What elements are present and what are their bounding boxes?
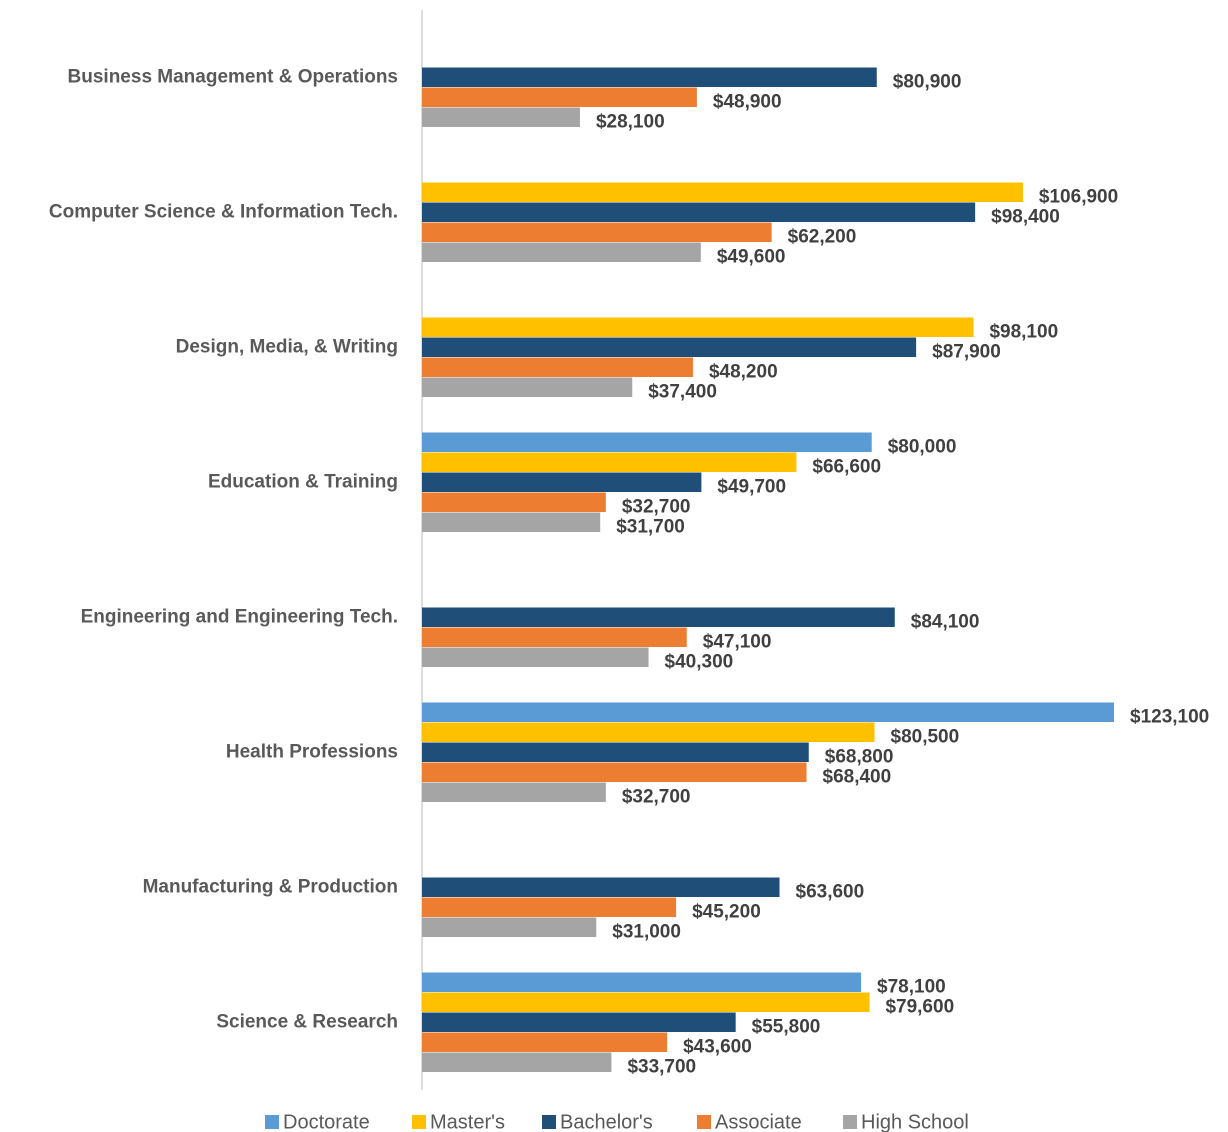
bar xyxy=(422,742,809,762)
bar xyxy=(422,782,606,802)
bar xyxy=(422,337,917,357)
bar xyxy=(422,1032,668,1052)
value-label: $49,600 xyxy=(717,246,786,267)
category-label: Manufacturing & Production xyxy=(143,877,398,898)
bar xyxy=(422,512,601,532)
value-label: $79,600 xyxy=(885,996,954,1017)
legend-label: High School xyxy=(861,1111,969,1132)
value-label: $33,700 xyxy=(627,1056,696,1077)
legend-swatch xyxy=(265,1115,279,1129)
bar xyxy=(422,647,649,667)
value-label: $78,100 xyxy=(877,976,946,997)
value-label: $40,300 xyxy=(665,651,734,672)
bar xyxy=(422,432,872,452)
bar xyxy=(422,202,976,222)
value-label: $62,200 xyxy=(788,226,857,247)
value-label: $55,800 xyxy=(752,1016,821,1037)
bar xyxy=(422,492,606,512)
legend-label: Doctorate xyxy=(283,1111,370,1132)
value-label: $123,100 xyxy=(1130,706,1209,727)
value-label: $48,900 xyxy=(713,91,782,112)
value-label: $48,200 xyxy=(709,361,778,382)
legend-label: Master's xyxy=(430,1111,505,1132)
legend-swatch xyxy=(412,1115,426,1129)
bar xyxy=(422,1052,612,1072)
value-label: $80,900 xyxy=(893,71,962,92)
bar xyxy=(422,1012,736,1032)
bar xyxy=(422,877,780,897)
legend-swatch xyxy=(697,1115,711,1129)
value-label: $84,100 xyxy=(911,611,980,632)
value-label: $31,700 xyxy=(616,516,685,537)
value-label: $80,500 xyxy=(891,726,960,747)
category-label: Business Management & Operations xyxy=(68,67,398,88)
bar xyxy=(422,762,807,782)
bar xyxy=(422,972,862,992)
bar xyxy=(422,452,797,472)
value-label: $68,400 xyxy=(823,766,892,787)
value-label: $47,100 xyxy=(703,631,772,652)
value-label: $45,200 xyxy=(692,901,761,922)
value-label: $98,100 xyxy=(989,321,1058,342)
category-label: Design, Media, & Writing xyxy=(176,337,398,358)
bar xyxy=(422,87,697,107)
category-label: Science & Research xyxy=(216,1012,398,1033)
bar xyxy=(422,107,580,127)
value-label: $106,900 xyxy=(1039,186,1118,207)
value-label: $87,900 xyxy=(932,341,1001,362)
bar xyxy=(422,472,702,492)
value-label: $32,700 xyxy=(622,496,691,517)
value-label: $49,700 xyxy=(717,476,786,497)
value-label: $63,600 xyxy=(796,881,865,902)
legend-label: Associate xyxy=(715,1111,802,1132)
value-label: $43,600 xyxy=(683,1036,752,1057)
bar xyxy=(422,317,974,337)
value-label: $98,400 xyxy=(991,206,1060,227)
bar xyxy=(422,607,895,627)
category-label: Education & Training xyxy=(208,472,398,493)
category-label: Computer Science & Information Tech. xyxy=(49,202,398,223)
bar xyxy=(422,67,877,87)
value-label: $80,000 xyxy=(888,436,957,457)
bar xyxy=(422,242,701,262)
bar xyxy=(422,897,677,917)
bar xyxy=(422,702,1114,722)
value-label: $68,800 xyxy=(825,746,894,767)
bar xyxy=(422,722,875,742)
bar xyxy=(422,377,633,397)
bar xyxy=(422,182,1023,202)
bar xyxy=(422,992,870,1012)
legend-swatch xyxy=(843,1115,857,1129)
legend-swatch xyxy=(542,1115,556,1129)
bar xyxy=(422,357,693,377)
legend-label: Bachelor's xyxy=(560,1111,653,1132)
value-label: $28,100 xyxy=(596,111,665,132)
value-label: $66,600 xyxy=(812,456,881,477)
bar xyxy=(422,627,687,647)
category-label: Health Professions xyxy=(226,742,398,763)
value-label: $31,000 xyxy=(612,921,681,942)
category-label: Engineering and Engineering Tech. xyxy=(81,607,398,628)
value-label: $37,400 xyxy=(648,381,717,402)
value-label: $32,700 xyxy=(622,786,691,807)
bar xyxy=(422,917,597,937)
bar xyxy=(422,222,772,242)
